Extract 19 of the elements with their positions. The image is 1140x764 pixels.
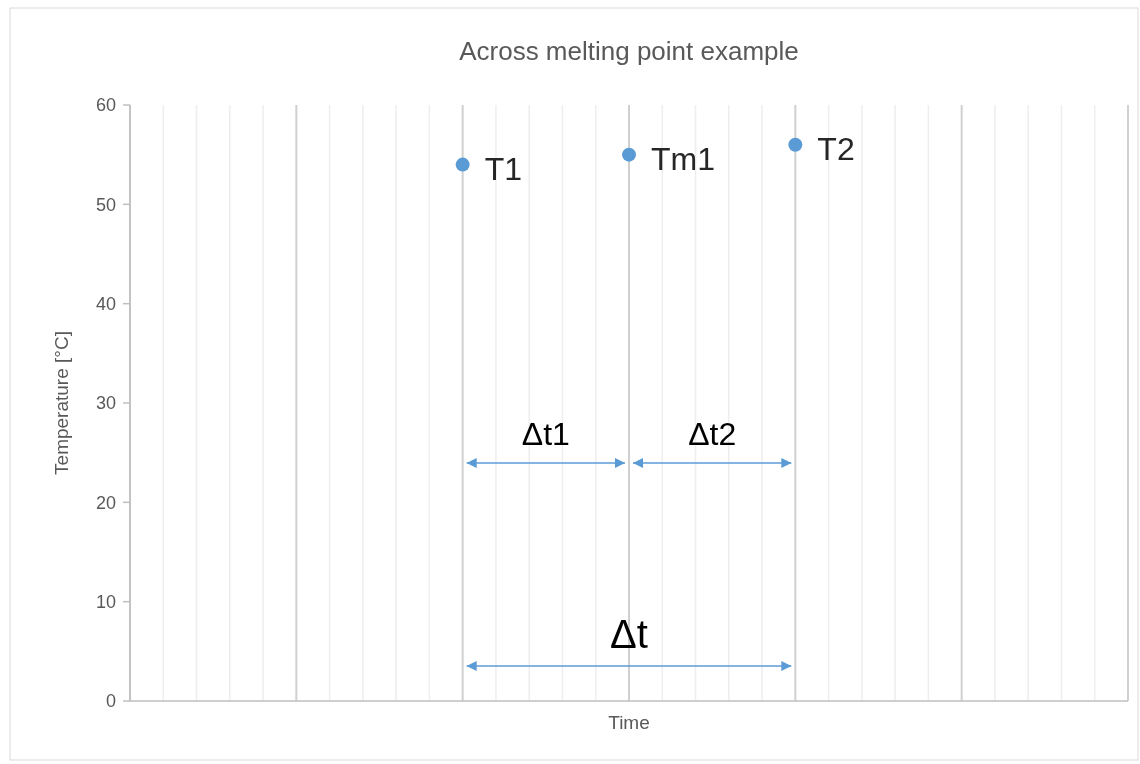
- y-tick-label: 20: [95, 492, 116, 513]
- point: [455, 157, 470, 172]
- point: [788, 137, 803, 152]
- y-axis-title: Temperature [°C]: [51, 331, 72, 475]
- annotation: T1: [484, 150, 523, 187]
- x-axis-title: Time: [608, 712, 650, 733]
- point: [622, 147, 636, 162]
- annotation: Tm1: [651, 140, 715, 177]
- y-tick-label: 10: [95, 591, 116, 612]
- annotation: T2: [817, 130, 855, 167]
- y-tick-label: 60: [95, 95, 116, 116]
- annotation: Δt2: [688, 416, 737, 452]
- y-tick-label: 40: [95, 293, 116, 314]
- annotation: Δt1: [521, 416, 570, 452]
- annotation: Δt: [610, 612, 648, 656]
- y-tick-label: 0: [105, 691, 116, 712]
- y-tick-label: 30: [95, 393, 116, 414]
- y-tick-label: 50: [95, 194, 116, 215]
- chart-title: Across melting point example: [459, 36, 799, 66]
